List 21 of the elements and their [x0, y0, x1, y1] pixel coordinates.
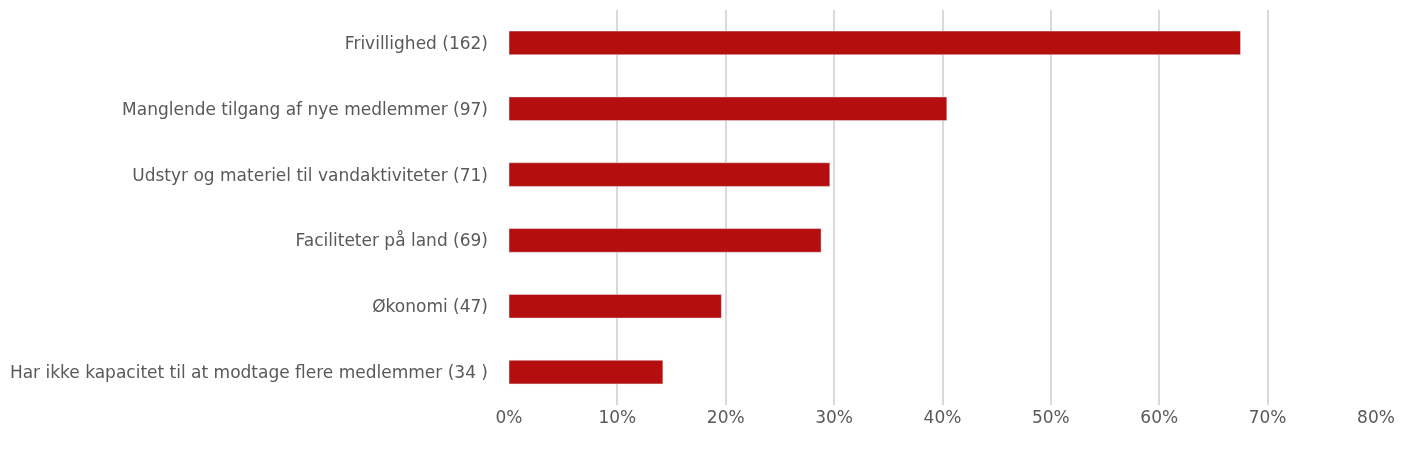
x-tick-label: 10% [598, 407, 637, 427]
y-tick-label: Frivillighed (162) [344, 32, 488, 53]
y-tick-label: Økonomi (47) [372, 296, 488, 317]
x-tick-label: 0% [495, 407, 523, 427]
x-tick-label: 20% [706, 407, 745, 427]
x-tick-label: 80% [1357, 407, 1395, 427]
x-tick-label: 30% [815, 407, 854, 427]
y-tick-label: Udstyr og materiel til vandaktiviteter (71) [132, 164, 488, 185]
x-tick-label: 70% [1248, 407, 1287, 427]
x-tick-label: 50% [1031, 407, 1070, 427]
bar [509, 96, 948, 121]
bar [509, 30, 1241, 56]
y-tick-label: Faciliteter på land (69) [295, 230, 488, 251]
x-tick-label: 40% [923, 407, 962, 427]
y-tick-label: Manglende tilgang af nye medlemmer (97) [122, 98, 488, 119]
bar [509, 228, 822, 253]
y-tick-label: Har ikke kapacitet til at modtage flere medlemmer (34 ) [9, 362, 488, 383]
bar [509, 359, 664, 385]
bar [509, 162, 831, 187]
bar [509, 294, 722, 319]
x-tick-label: 60% [1140, 407, 1179, 427]
